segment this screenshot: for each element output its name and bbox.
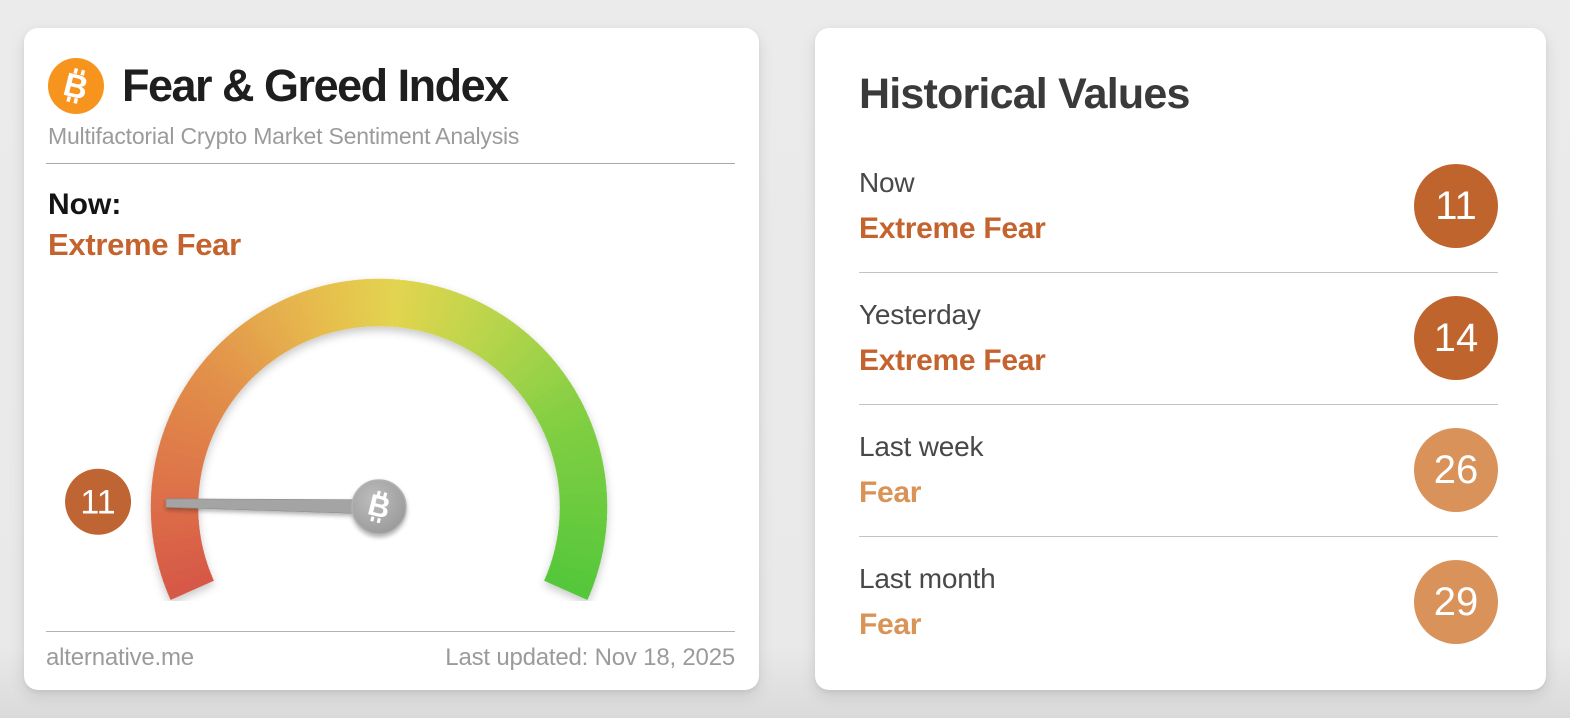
history-row-sentiment: Fear — [859, 607, 922, 641]
gauge-value-badge: 11 — [65, 468, 132, 535]
history-row-last-week: Last week Fear 26 — [859, 405, 1498, 537]
history-row-label: Now — [859, 166, 915, 198]
history-value-badge: 11 — [1414, 164, 1498, 248]
svg-text:11: 11 — [80, 484, 115, 522]
history-row-label: Last week — [859, 430, 984, 462]
gauge-container: B 11 — [46, 267, 735, 601]
header-divider — [46, 163, 735, 164]
history-row-last-month: Last month Fear 29 — [859, 537, 1498, 668]
source-link[interactable]: alternative.me — [46, 644, 194, 671]
historical-list: Now Extreme Fear 11 Yesterday Extreme Fe… — [859, 141, 1498, 668]
history-row-sentiment: Extreme Fear — [859, 211, 1046, 245]
historical-card: Historical Values Now Extreme Fear 11 Ye… — [815, 28, 1546, 690]
history-row-yesterday: Yesterday Extreme Fear 14 — [859, 273, 1498, 405]
history-value-badge: 29 — [1414, 560, 1498, 644]
footer-divider — [46, 631, 735, 632]
historical-title: Historical Values — [859, 70, 1190, 118]
history-row-now: Now Extreme Fear 11 — [859, 141, 1498, 273]
history-value-badge: 26 — [1414, 428, 1498, 512]
page-title: Fear & Greed Index — [122, 60, 509, 111]
bitcoin-icon: B — [48, 58, 104, 114]
now-sentiment: Extreme Fear — [48, 227, 241, 262]
history-row-label: Last month — [859, 562, 996, 594]
card-header: B Fear & Greed Index — [46, 58, 735, 114]
now-label: Now: — [48, 188, 122, 221]
history-value-badge: 14 — [1414, 296, 1498, 380]
fear-greed-card: B Fear & Greed Index Multifactorial Cryp… — [24, 28, 759, 690]
fear-greed-gauge: B11 — [65, 278, 608, 601]
history-row-sentiment: Extreme Fear — [859, 343, 1046, 377]
history-row-label: Yesterday — [859, 298, 981, 330]
last-updated: Last updated: Nov 18, 2025 — [445, 644, 735, 671]
history-row-sentiment: Fear — [859, 475, 922, 509]
card-footer: alternative.me Last updated: Nov 18, 202… — [46, 644, 735, 672]
card-subtitle: Multifactorial Crypto Market Sentiment A… — [48, 123, 520, 149]
